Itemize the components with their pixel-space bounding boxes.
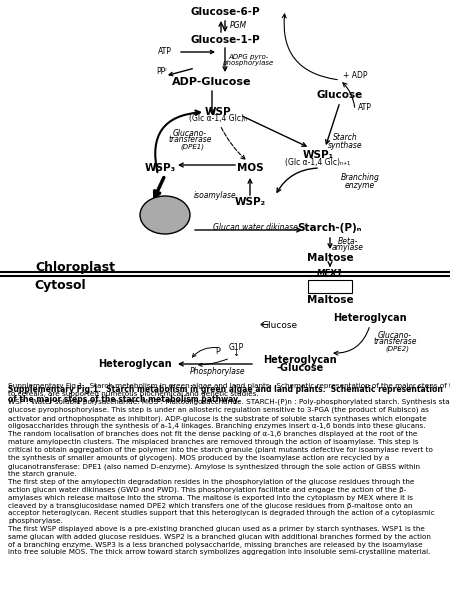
Text: ATP: ATP <box>358 103 372 113</box>
Text: phosphorylase: phosphorylase <box>222 60 274 66</box>
Text: Maltose: Maltose <box>307 295 353 305</box>
Text: (DPE2): (DPE2) <box>385 346 409 352</box>
Text: MOS: MOS <box>237 163 263 173</box>
Text: -Glucose: -Glucose <box>276 363 324 373</box>
Text: synthase: synthase <box>328 140 362 149</box>
Text: WSP₁: WSP₁ <box>302 150 333 160</box>
Text: WSP₃: WSP₃ <box>144 163 176 173</box>
Text: Maltose: Maltose <box>307 253 353 263</box>
Bar <box>308 280 352 293</box>
Text: WSP₂: WSP₂ <box>234 197 266 207</box>
Text: Phosphorylase: Phosphorylase <box>190 367 246 377</box>
Text: ADPG pyro-: ADPG pyro- <box>228 54 268 60</box>
Text: G1P: G1P <box>228 343 243 352</box>
Text: Starch-(P)ₙ: Starch-(P)ₙ <box>298 223 362 233</box>
Text: Starch: Starch <box>333 133 357 142</box>
Text: ←: ← <box>259 320 269 330</box>
Text: Heteroglycan: Heteroglycan <box>98 359 172 369</box>
Text: Glucose-6-P: Glucose-6-P <box>190 7 260 17</box>
Text: PGM: PGM <box>230 22 247 31</box>
Text: MEX1: MEX1 <box>317 269 343 277</box>
Text: transferase: transferase <box>168 136 212 145</box>
Text: ADP-Glucose: ADP-Glucose <box>172 77 252 87</box>
Text: Cytosol: Cytosol <box>34 278 86 292</box>
Text: Supplementary Fig.1.  Starch metabolism in green algae and land plants.  Schemat: Supplementary Fig.1. Starch metabolism i… <box>8 383 450 555</box>
Text: Pᴵ: Pᴵ <box>215 347 221 356</box>
Text: Glucose-1-P: Glucose-1-P <box>190 35 260 45</box>
Text: Glucose: Glucose <box>317 90 363 100</box>
Text: isoamylase: isoamylase <box>194 191 236 200</box>
Text: + ADP: + ADP <box>343 70 367 79</box>
Text: Supplementary Fig.1.  Starch metabolism in green algae and land plants.  Schemat: Supplementary Fig.1. Starch metabolism i… <box>8 385 443 404</box>
Text: WSP: WSP <box>205 107 231 117</box>
Text: enzyme: enzyme <box>345 181 375 190</box>
Text: Glucose: Glucose <box>262 320 298 329</box>
Text: (DPE1): (DPE1) <box>180 144 204 150</box>
Text: PPᴵ: PPᴵ <box>157 67 167 76</box>
Text: Glucano-: Glucano- <box>378 331 412 340</box>
Text: Branching: Branching <box>341 173 379 182</box>
Text: Starch: Starch <box>147 210 183 220</box>
Ellipse shape <box>140 196 190 234</box>
Text: amylase: amylase <box>332 244 364 253</box>
Text: Glucano-: Glucano- <box>173 128 207 137</box>
Text: Chloroplast: Chloroplast <box>35 262 115 275</box>
Text: (Glc α-1,4 Glc)ₙ: (Glc α-1,4 Glc)ₙ <box>189 115 247 124</box>
Text: ATP: ATP <box>158 47 172 56</box>
Text: Glucan water dikinase: Glucan water dikinase <box>212 223 297 232</box>
Text: Beta-: Beta- <box>338 238 358 247</box>
Text: ↓: ↓ <box>233 349 239 358</box>
Text: (Glc α-1,4 Glc)ₙ₊₁: (Glc α-1,4 Glc)ₙ₊₁ <box>285 157 351 166</box>
Text: Heteroglycan: Heteroglycan <box>333 313 407 323</box>
Text: Heteroglycan: Heteroglycan <box>263 355 337 365</box>
Text: transferase: transferase <box>373 337 417 346</box>
